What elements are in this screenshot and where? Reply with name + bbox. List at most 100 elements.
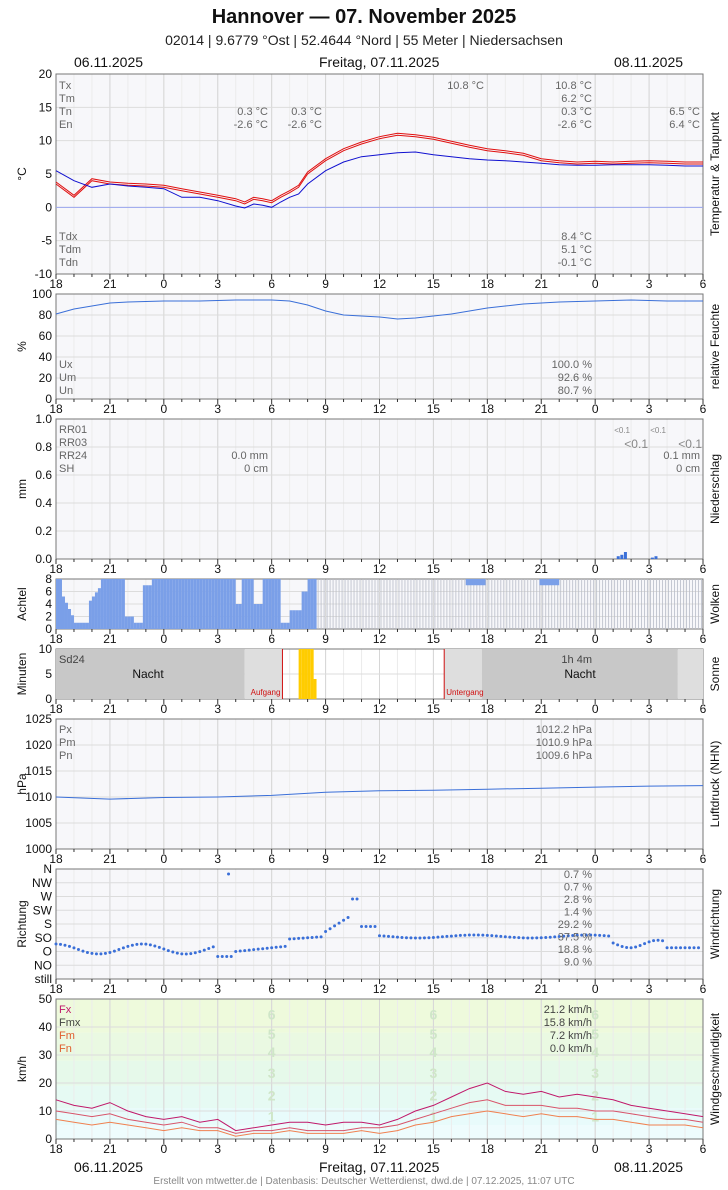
wind-direction-point	[674, 946, 678, 950]
wind-direction-point	[562, 934, 566, 938]
pressure-side-label: Luftdruck (NHN)	[708, 741, 722, 828]
wind-direction-point	[315, 935, 319, 939]
wind-direction-point	[189, 952, 193, 956]
humidity-x-tick-label: 3	[646, 402, 653, 416]
wind-direction-point	[665, 946, 669, 950]
cloud-bar	[253, 604, 257, 629]
clouds-x-tick-label: 18	[481, 632, 495, 646]
cloud-bar	[181, 579, 185, 629]
beaufort-label: 4	[268, 1044, 276, 1060]
cloud-bar	[310, 579, 314, 629]
temp-x-tick-label: 21	[103, 277, 117, 291]
cloud-bar	[106, 579, 110, 629]
humidity-x-tick-label: 0	[592, 402, 599, 416]
clouds-side-label: Wolken	[708, 584, 722, 624]
wind-direction-point	[90, 951, 94, 955]
humidity-stat-value: 100.0 %	[552, 359, 593, 371]
pressure-x-tick-label: 6	[268, 852, 275, 866]
cloud-bar	[82, 622, 86, 629]
wind-direction-point	[175, 951, 179, 955]
windspeed-x-tick-label: 3	[214, 1142, 221, 1156]
wind-direction-point	[463, 933, 467, 937]
winddir-x-tick-label: 18	[481, 982, 495, 996]
station-info: 02014 | 9.6779 °Ost | 52.4644 °Nord | 55…	[165, 32, 563, 48]
wind-direction-point	[63, 943, 67, 947]
clouds-y-tick-label: 8	[45, 572, 52, 586]
pressure-y-tick-label: 1005	[25, 816, 52, 830]
temp-y-tick-label: 5	[45, 167, 52, 181]
cloud-bar	[148, 585, 152, 629]
temp-stat-value: -2.6 °C	[288, 119, 322, 131]
wind-direction-point	[283, 944, 287, 948]
sun-x-tick-label: 6	[268, 702, 275, 716]
wind-direction-point	[148, 943, 152, 947]
cloud-bar	[289, 610, 293, 629]
night-shade	[56, 649, 245, 699]
cloud-bar	[184, 579, 188, 629]
humidity-y-axis-label: %	[15, 341, 29, 352]
wind-direction-point	[652, 939, 656, 943]
wind-direction-point	[526, 936, 530, 940]
wind-stat-value: 21.2 km/h	[544, 1004, 592, 1016]
wind-direction-point	[476, 933, 480, 937]
clouds-x-tick-label: 21	[103, 632, 117, 646]
night-shade	[481, 649, 678, 699]
wind-direction-share: 2.8 %	[564, 894, 592, 906]
pressure-x-tick-label: 21	[103, 852, 117, 866]
wind-direction-point	[274, 945, 278, 949]
temp-x-tick-label: 21	[535, 277, 549, 291]
wind-direction-point	[94, 952, 98, 956]
wind-direction-point	[670, 946, 674, 950]
windspeed-x-tick-label: 3	[646, 1142, 653, 1156]
wind-direction-point	[252, 948, 256, 952]
temp-stat-value: -2.6 °C	[558, 119, 592, 131]
wind-direction-point	[144, 942, 148, 946]
precip-stat-value: 0.0 mm	[231, 450, 268, 462]
temp-y-tick-label: 15	[39, 100, 53, 114]
wind-stat-value: 15.8 km/h	[544, 1017, 592, 1029]
wind-direction-point	[135, 942, 139, 946]
wind-direction-point	[157, 945, 161, 949]
precip-x-tick-label: 0	[592, 562, 599, 576]
cloud-bar	[109, 579, 113, 629]
cloud-bar	[220, 579, 224, 629]
footer-credits: Erstellt von mtwetter.de | Datenbasis: D…	[153, 1176, 575, 1187]
windspeed-x-tick-label: 12	[373, 1142, 387, 1156]
precip-x-tick-label: 6	[268, 562, 275, 576]
cloud-bar	[301, 591, 305, 629]
temp-x-tick-label: 6	[700, 277, 707, 291]
wind-direction-point	[207, 946, 211, 950]
wind-direction-point	[571, 933, 575, 937]
pressure-y-tick-label: 1000	[25, 842, 52, 856]
sun-x-tick-label: 12	[373, 702, 387, 716]
dewpoint-stat-key: Tdm	[59, 244, 81, 256]
wind-direction-point	[220, 955, 224, 958]
cloud-bar	[85, 622, 89, 629]
wind-direction-point	[548, 935, 552, 939]
wind-direction-point	[243, 949, 247, 953]
wind-direction-point	[629, 946, 633, 950]
winddir-y-tick-label: S	[44, 917, 52, 931]
humidity-side-label: relative Feuchte	[708, 303, 722, 389]
winddir-y-tick-label: N	[43, 862, 52, 876]
wind-direction-point	[580, 933, 584, 937]
sun-y-tick-label: 5	[45, 667, 52, 681]
humidity-y-tick-label: 0	[45, 392, 52, 406]
winddir-y-tick-label: SW	[33, 903, 53, 917]
precip-x-tick-label: 3	[214, 562, 221, 576]
wind-direction-point	[521, 936, 525, 940]
clouds-x-tick-label: 6	[700, 632, 707, 646]
sun-x-tick-label: 3	[214, 702, 221, 716]
beaufort-label: 6	[591, 1006, 599, 1022]
sunshine-bar	[307, 649, 311, 699]
cloud-bar	[118, 579, 122, 629]
precip-stat-value: 0.1 mm	[663, 450, 700, 462]
windspeed-x-tick-label: 0	[592, 1142, 599, 1156]
windspeed-x-tick-label: 18	[481, 1142, 495, 1156]
beaufort-label: 5	[430, 1026, 438, 1042]
dewpoint-stat-key: Tdx	[59, 231, 78, 243]
wind-direction-point	[58, 942, 62, 946]
wind-direction-point	[346, 915, 350, 919]
temp-stat-value: 0.3 °C	[561, 106, 592, 118]
cloud-bar	[280, 622, 284, 629]
